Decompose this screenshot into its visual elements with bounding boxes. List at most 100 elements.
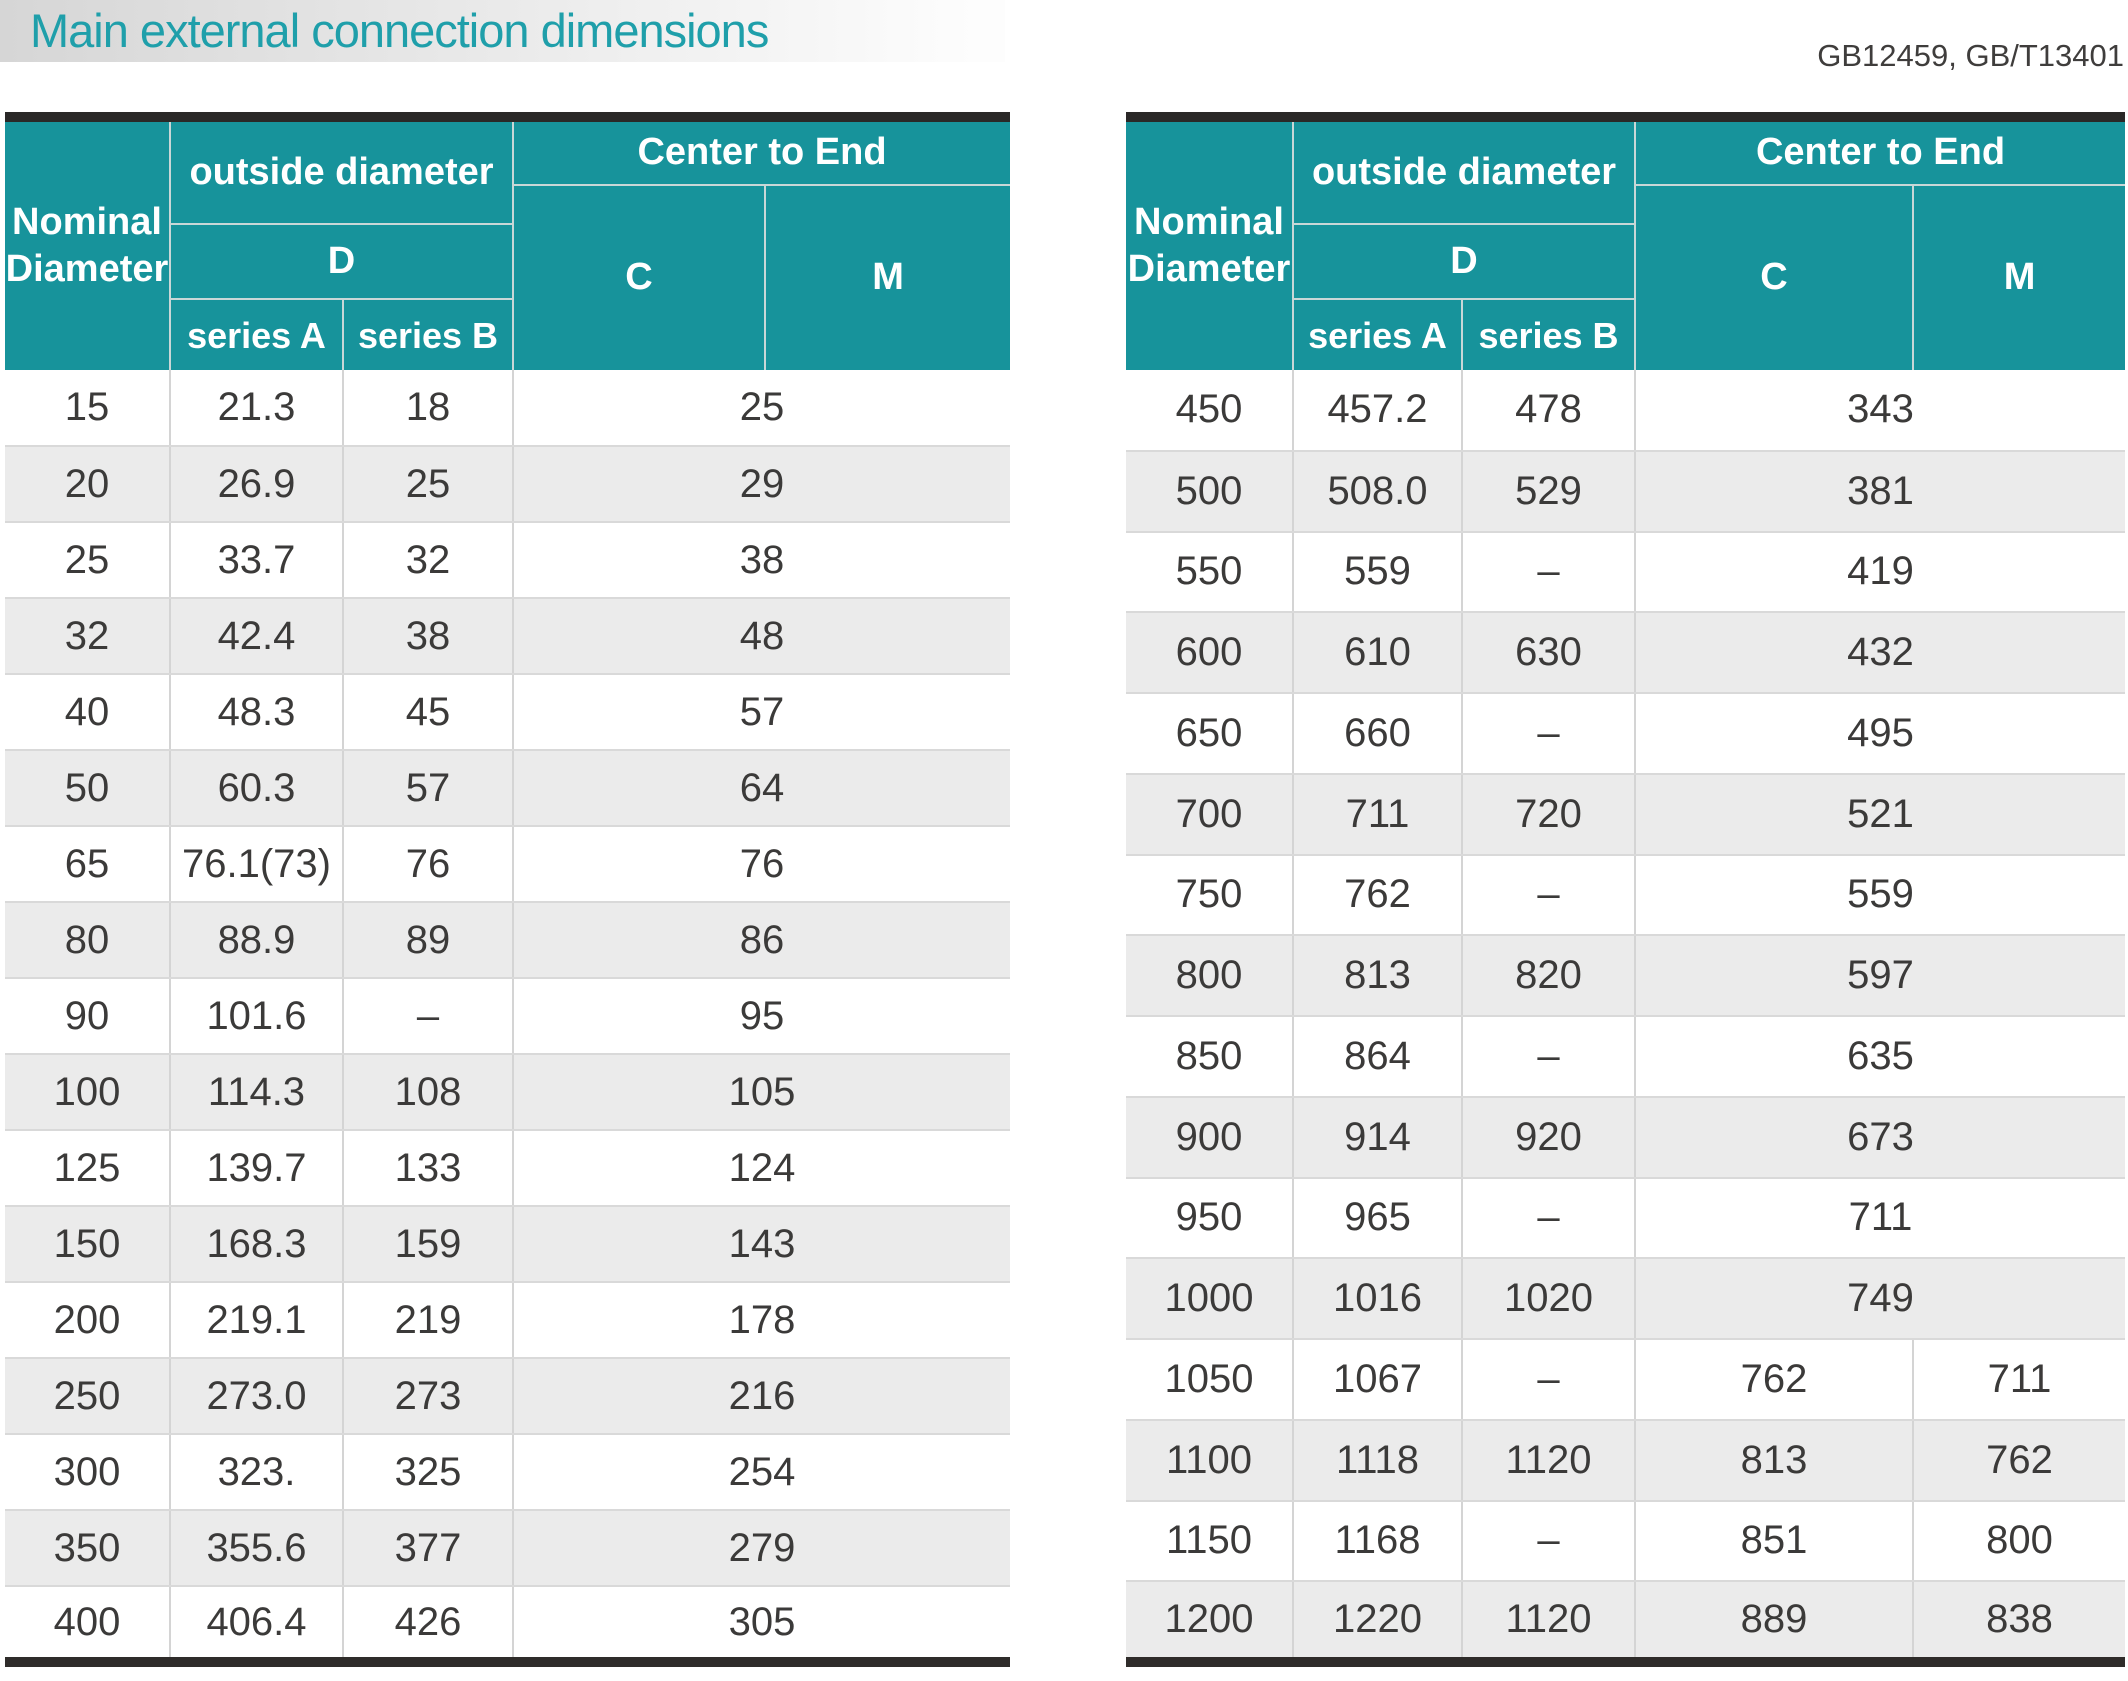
cell-series-b: 133 <box>341 1130 514 1207</box>
cell-series-b: 529 <box>1460 450 1636 533</box>
table-row: 150 168.3 159 143 <box>5 1206 1011 1283</box>
cell-series-b: 377 <box>341 1510 514 1587</box>
header-series-a: series A <box>170 299 343 370</box>
header-series-b: series B <box>341 299 514 370</box>
cell-center-to-end: 95 <box>512 978 1011 1055</box>
cell-center-to-end: 495 <box>1634 693 2126 775</box>
cell-series-a: 457.2 <box>1292 370 1462 452</box>
cell-center-to-end: 86 <box>512 902 1011 979</box>
table-header: Nominal Diameter outside diameter Center… <box>1126 117 2126 370</box>
table-row: 950 965–711 <box>1126 1177 2126 1260</box>
cell-center-to-end: 38 <box>512 522 1011 599</box>
cell-center-to-end: 178 <box>512 1282 1011 1359</box>
cell-nominal-diameter: 40 <box>5 674 170 751</box>
cell-m: 800 <box>1912 1500 2126 1583</box>
cell-nominal-diameter: 1100 <box>1126 1419 1293 1502</box>
cell-series-b: 1120 <box>1460 1419 1636 1502</box>
cell-nominal-diameter: 200 <box>5 1282 170 1359</box>
cell-nominal-diameter: 80 <box>5 902 170 979</box>
cell-series-a: 26.9 <box>169 446 343 523</box>
cell-center-to-end: 25 <box>512 370 1011 447</box>
cell-center-to-end: 279 <box>512 1510 1011 1587</box>
header-nominal-diameter: Nominal Diameter <box>5 117 171 370</box>
cell-series-a: 60.3 <box>169 750 343 827</box>
cell-nominal-diameter: 550 <box>1126 531 1293 614</box>
cell-center-to-end: 254 <box>512 1434 1011 1511</box>
cell-series-a: 219.1 <box>169 1282 343 1359</box>
cell-series-a: 1016 <box>1292 1258 1462 1340</box>
table-row: 900 914 920 673 <box>1126 1096 2126 1179</box>
cell-series-a: 508.0 <box>1292 450 1462 533</box>
table-row: 15 21.3 18 25 <box>5 370 1011 447</box>
cell-m: 762 <box>1912 1419 2126 1502</box>
cell-nominal-diameter: 300 <box>5 1434 170 1511</box>
cell-center-to-end: 559 <box>1634 854 2126 937</box>
cell-nominal-diameter: 25 <box>5 522 170 599</box>
cell-series-b: 18 <box>341 370 514 447</box>
cell-series-a: 1168 <box>1292 1500 1462 1583</box>
cell-series-b: 720 <box>1460 773 1636 856</box>
cell-series-a: 864 <box>1292 1016 1462 1098</box>
cell-nominal-diameter: 1150 <box>1126 1500 1293 1583</box>
cell-nominal-diameter: 250 <box>5 1358 170 1435</box>
cell-series-a: 42.4 <box>169 598 343 675</box>
cell-center-to-end: 76 <box>512 826 1011 903</box>
cell-center-to-end: 29 <box>512 446 1011 523</box>
cell-m: 838 <box>1912 1581 2126 1662</box>
cell-series-b: 426 <box>341 1586 514 1662</box>
header-outside-diameter: outside diameter <box>1293 117 1636 225</box>
cell-nominal-diameter: 100 <box>5 1054 170 1131</box>
dimensions-table-right: Nominal Diameter outside diameter Center… <box>1126 112 2126 1667</box>
table-row: 100 114.3 108 105 <box>5 1054 1011 1131</box>
cell-series-b: 273 <box>341 1358 514 1435</box>
cell-series-a: 168.3 <box>169 1206 343 1283</box>
header-d: D <box>1293 224 1636 300</box>
cell-series-b: 89 <box>341 902 514 979</box>
cell-series-b: 1020 <box>1460 1258 1636 1340</box>
cell-nominal-diameter: 1050 <box>1126 1339 1293 1421</box>
cell-nominal-diameter: 65 <box>5 826 170 903</box>
cell-center-to-end: 216 <box>512 1358 1011 1435</box>
cell-series-a: 965 <box>1292 1177 1462 1260</box>
cell-nominal-diameter: 1000 <box>1126 1258 1293 1340</box>
table-row: 800 813 820 597 <box>1126 935 2126 1017</box>
table-row: 1150 1168–851 800 <box>1126 1500 2126 1583</box>
cell-center-to-end: 432 <box>1634 612 2126 694</box>
cell-series-a: 33.7 <box>169 522 343 599</box>
cell-series-a: 1220 <box>1292 1581 1462 1662</box>
cell-series-a: 559 <box>1292 531 1462 614</box>
cell-nominal-diameter: 800 <box>1126 935 1293 1017</box>
cell-series-b: 108 <box>341 1054 514 1131</box>
table-row: 20 26.9 25 29 <box>5 446 1011 523</box>
cell-center-to-end: 597 <box>1634 935 2126 1017</box>
table-row: 400 406.4 426 305 <box>5 1586 1011 1662</box>
cell-c: 851 <box>1634 1500 1914 1583</box>
cell-series-a: 88.9 <box>169 902 343 979</box>
dimensions-table-left: Nominal Diameter outside diameter Center… <box>5 112 1011 1667</box>
header-series-a: series A <box>1293 299 1462 370</box>
cell-center-to-end: 635 <box>1634 1016 2126 1098</box>
cell-series-b: 478 <box>1460 370 1636 452</box>
table-row: 32 42.4 38 48 <box>5 598 1011 675</box>
table-row: 125 139.7 133 124 <box>5 1130 1011 1207</box>
cell-nominal-diameter: 32 <box>5 598 170 675</box>
cell-c: 762 <box>1634 1339 1914 1421</box>
cell-nominal-diameter: 400 <box>5 1586 170 1662</box>
table-row: 650 660–495 <box>1126 693 2126 775</box>
table-row: 50 60.3 57 64 <box>5 750 1011 827</box>
cell-center-to-end: 521 <box>1634 773 2126 856</box>
cell-center-to-end: 57 <box>512 674 1011 751</box>
cell-c: 813 <box>1634 1419 1914 1502</box>
table-row: 500 508.0 529 381 <box>1126 450 2126 533</box>
cell-series-a: 610 <box>1292 612 1462 694</box>
cell-series-b: 920 <box>1460 1096 1636 1179</box>
cell-nominal-diameter: 600 <box>1126 612 1293 694</box>
cell-series-a: 114.3 <box>169 1054 343 1131</box>
standards-reference: GB12459, GB/T13401 <box>1817 38 2124 73</box>
table-row: 550 559–419 <box>1126 531 2126 614</box>
cell-series-b: 45 <box>341 674 514 751</box>
cell-series-a: 323. <box>169 1434 343 1511</box>
header-center-to-end: Center to End <box>1634 117 2126 186</box>
header-m: M <box>1912 185 2126 370</box>
